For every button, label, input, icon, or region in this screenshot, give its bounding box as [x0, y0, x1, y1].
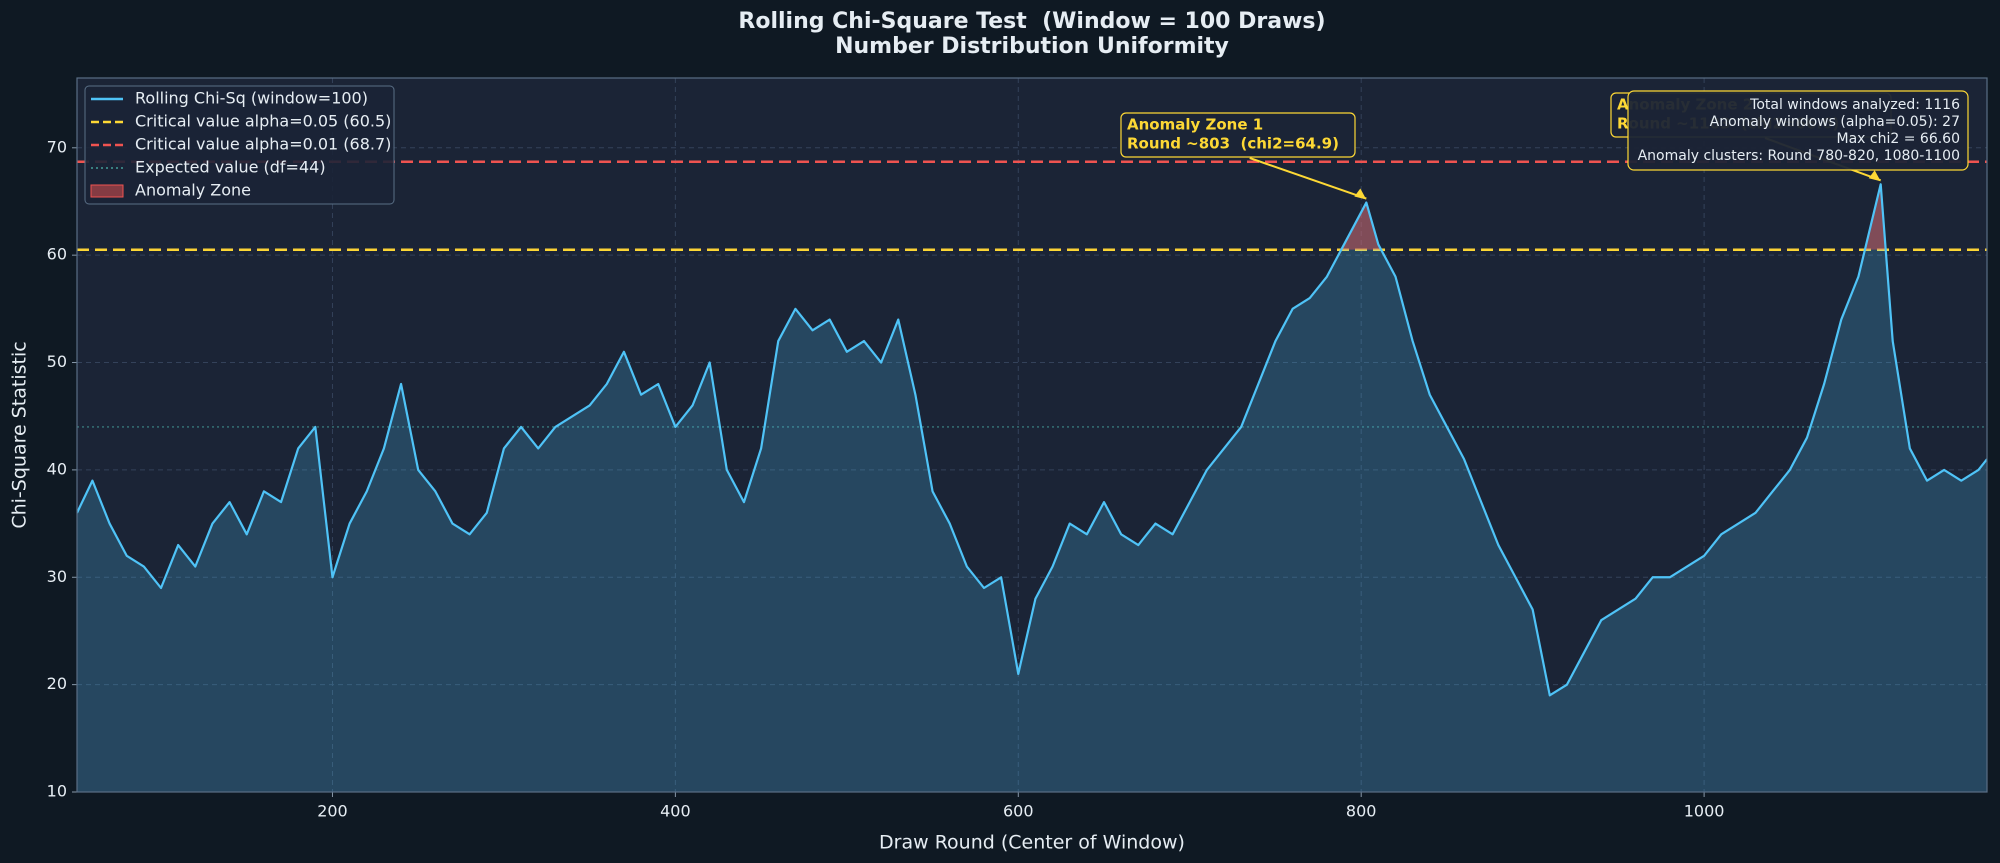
annotation-text: Anomaly Zone 1	[1127, 116, 1263, 134]
annotation-box	[1120, 112, 1356, 158]
y-axis-label: Chi-Square Statistic	[9, 341, 31, 528]
annotation-arrow	[1249, 157, 1367, 200]
x-tick-label: 200	[317, 802, 348, 821]
legend-label: Critical value alpha=0.01 (68.7)	[135, 135, 391, 154]
legend-label: Anomaly Zone	[135, 181, 251, 200]
legend-label: Rolling Chi-Sq (window=100)	[135, 89, 368, 108]
legend-label: Expected value (df=44)	[135, 158, 326, 177]
x-tick-label: 1000	[1684, 802, 1725, 821]
stats-text: Total windows analyzed: 1116	[1749, 97, 1960, 113]
legend-box	[84, 85, 395, 205]
x-tick-label: 600	[1003, 802, 1034, 821]
y-tick-label: 30	[47, 567, 67, 586]
legend-label: Critical value alpha=0.05 (60.5)	[135, 112, 391, 131]
plot-background	[77, 78, 1987, 792]
y-tick-label: 60	[47, 245, 67, 264]
x-tick-label: 800	[1346, 802, 1377, 821]
chart-title: Rolling Chi-Square Test (Window = 100 Dr…	[738, 9, 1325, 34]
series-group	[77, 183, 1987, 792]
plot-frame	[76, 77, 1988, 793]
stats-text: Max chi2 = 66.60	[1837, 131, 1960, 147]
y-tick-label: 40	[47, 459, 67, 478]
legend-swatch	[90, 184, 124, 198]
y-tick-label: 20	[47, 674, 67, 693]
annotation-arrowhead	[1354, 188, 1367, 200]
line	[77, 183, 1987, 697]
y-tick-label: 10	[47, 782, 67, 801]
chart-subtitle: Number Distribution Uniformity	[835, 34, 1229, 59]
y-tick-label: 70	[47, 137, 67, 156]
annotation-text: Round ~803 (chi2=64.9)	[1127, 135, 1339, 153]
stats-box	[1627, 90, 1969, 171]
x-axis-label: Draw Round (Center of Window)	[879, 832, 1185, 854]
x-tick-label: 400	[660, 802, 691, 821]
y-tick-label: 50	[47, 352, 67, 371]
annotation-arrowhead	[1868, 170, 1881, 182]
stats-text: Anomaly windows (alpha=0.05): 27	[1710, 114, 1960, 130]
stats-text: Anomaly clusters: Round 780-820, 1080-11…	[1638, 148, 1960, 164]
area	[77, 184, 1987, 792]
